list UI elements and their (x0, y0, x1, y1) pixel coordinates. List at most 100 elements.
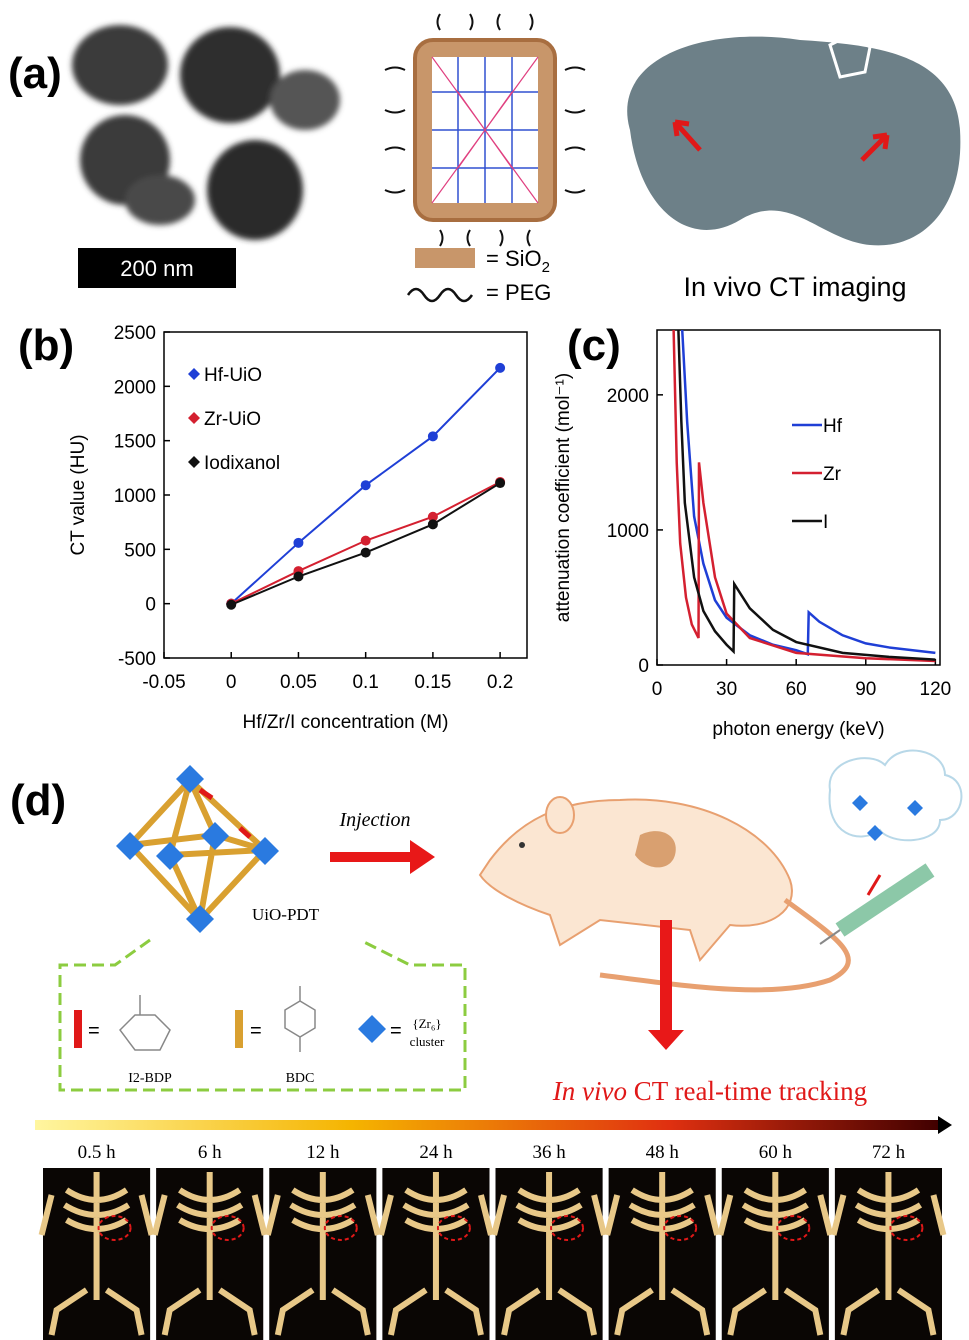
nanoparticle-schematic-part (415, 248, 475, 268)
legend-label: I (823, 512, 828, 533)
equals: = (250, 1020, 262, 1042)
legend-marker (188, 368, 200, 380)
equals: = (88, 1020, 100, 1042)
syringe-part (830, 751, 962, 841)
y-tick-label: 2000 (607, 386, 649, 407)
x-tick-label: 0 (226, 672, 237, 693)
mof-structure-part-part (156, 842, 184, 870)
time-label: 6 h (198, 1142, 222, 1163)
mouse-illustration-part (480, 800, 792, 960)
legend-label: Hf-UiO (204, 365, 262, 386)
sio2-legend: = SiO2 (486, 246, 550, 276)
time-label: 24 h (419, 1142, 453, 1163)
time-arrowhead (938, 1116, 952, 1134)
data-point (361, 548, 371, 558)
legend-label: Zr (823, 464, 842, 485)
y-tick-label: 1500 (114, 432, 156, 453)
x-tick-label: 120 (920, 679, 952, 700)
time-label: 48 h (646, 1142, 680, 1163)
x-tick-label: 90 (855, 679, 876, 700)
y-tick-label: 2500 (114, 323, 156, 344)
x-tick-label: 0.05 (280, 672, 317, 693)
ligand-legend-part (120, 995, 170, 1050)
x-tick-label: -0.05 (142, 672, 185, 693)
scale-bar-label: 200 nm (120, 256, 193, 281)
ligand-legend-part (60, 940, 465, 1090)
figure: (a) 200 nm = SiO2 = PEG In vivo CT imagi… (0, 0, 969, 1340)
tracking-rest: CT real-time tracking (627, 1076, 867, 1106)
legend-label: Iodixanol (204, 453, 280, 474)
ct-caption: In vivo CT imaging (683, 272, 906, 302)
syringe-part (868, 875, 880, 895)
curve (673, 314, 935, 661)
x-tick-label: 60 (786, 679, 807, 700)
legend-marker (188, 412, 200, 424)
nanoparticle-schematic-part (408, 289, 472, 301)
mof-structure-part-part (201, 822, 229, 850)
ligand-legend-part (358, 1015, 386, 1043)
mof-name: UiO-PDT (252, 905, 320, 924)
tem-image-part (207, 140, 303, 240)
equals: = (390, 1020, 402, 1042)
panel-d: (d) UiO-PDT Injection = = = I2-BDP BDC {… (10, 751, 961, 1340)
ligand-legend-part (285, 986, 315, 1052)
nanoparticle-schematic (385, 14, 585, 301)
cluster-formula: {Zr₆} (412, 1016, 441, 1031)
y-tick-label: -500 (118, 649, 156, 670)
curve (678, 314, 935, 660)
sio2-legend-text: = SiO (486, 246, 542, 271)
cluster-word: cluster (410, 1034, 445, 1049)
legend-label: Hf (823, 416, 843, 437)
sio2-subscript: 2 (542, 259, 550, 276)
panel-label: (a) (8, 49, 62, 98)
time-label: 36 h (532, 1142, 566, 1163)
mof-structure-part (130, 780, 265, 920)
data-point (495, 478, 505, 488)
y-axis-label: CT value (HU) (68, 434, 89, 555)
ligand-name: BDC (286, 1071, 315, 1086)
tem-image-part (72, 25, 168, 105)
curve (681, 314, 935, 654)
y-tick-label: 2000 (114, 377, 156, 398)
data-point (293, 538, 303, 548)
legend-marker (188, 456, 200, 468)
time-label: 72 h (872, 1142, 906, 1163)
data-point (361, 536, 371, 546)
x-tick-label: 0.2 (487, 672, 513, 693)
ct-image (627, 35, 960, 245)
data-point (361, 480, 371, 490)
y-axis-label: attenuation coefficient (mol⁻¹) (553, 373, 574, 622)
ligand-legend-part (235, 1010, 243, 1048)
x-axis-label: Hf/Zr/I concentration (M) (243, 712, 449, 733)
x-axis-label: photon energy (keV) (712, 719, 884, 740)
legend-label: Zr-UiO (204, 409, 261, 430)
tem-image-part (125, 175, 195, 225)
mouse-illustration-part (546, 797, 574, 833)
tem-image-part (270, 70, 340, 130)
y-tick-label: 1000 (114, 486, 156, 507)
x-tick-label: 0.15 (414, 672, 451, 693)
time-label: 60 h (759, 1142, 793, 1163)
tem-image-part (180, 27, 280, 123)
x-tick-label: 0.1 (352, 672, 378, 693)
time-label: 12 h (306, 1142, 340, 1163)
ct-image-part (627, 37, 960, 246)
tracking-italic: In vivo (552, 1076, 627, 1106)
data-point (226, 600, 236, 610)
time-label: 0.5 h (78, 1142, 117, 1163)
mouse-illustration-part (519, 842, 525, 848)
time-gradient (35, 1120, 940, 1130)
y-tick-label: 0 (638, 656, 649, 677)
data-point (428, 431, 438, 441)
data-point (495, 363, 505, 373)
panel-label: (c) (567, 321, 621, 370)
ligand-name: I2-BDP (128, 1071, 172, 1086)
syringe-part-part (907, 800, 923, 816)
data-point (293, 572, 303, 582)
y-tick-label: 500 (124, 540, 156, 561)
ligand-legend: = = = (60, 940, 465, 1090)
tem-image (72, 25, 340, 240)
